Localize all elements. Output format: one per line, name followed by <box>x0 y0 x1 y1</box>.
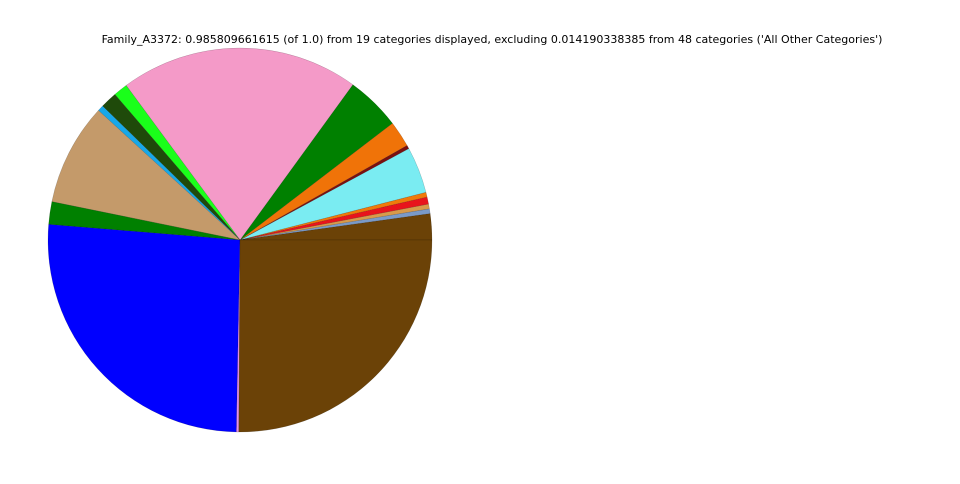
pie-slice <box>125 47 354 241</box>
pie-slice <box>238 239 433 433</box>
pie-slice <box>239 148 427 241</box>
pie-slice <box>239 196 429 241</box>
pie-slice <box>48 201 241 241</box>
pie-slice <box>98 105 241 241</box>
pie-slice <box>47 224 241 433</box>
pie-slice <box>239 145 410 241</box>
chart-title: Family_A3372: 0.985809661615 (of 1.0) fr… <box>102 33 883 46</box>
pie-slice <box>239 203 430 241</box>
pie-slice <box>239 213 433 241</box>
pie-slice <box>236 239 241 433</box>
pie-slice <box>239 208 431 241</box>
pie-slice <box>239 191 428 241</box>
pie-slice <box>102 94 241 241</box>
pie-slice <box>114 85 241 241</box>
pie-slice <box>239 122 408 241</box>
pie-slice <box>51 109 241 241</box>
pie <box>47 47 433 433</box>
pie-slice <box>239 84 393 241</box>
